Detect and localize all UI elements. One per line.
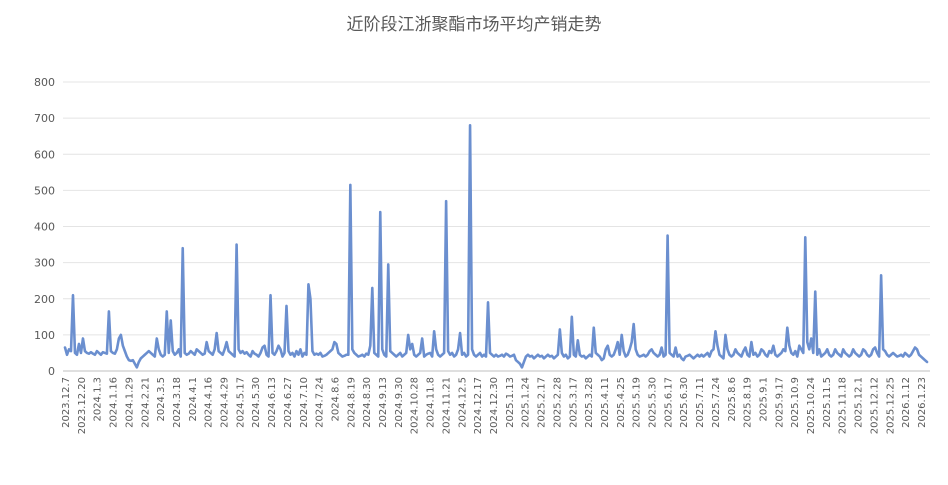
x-tick-label: 2024.4.16 [204, 377, 215, 428]
y-tick-label: 600 [34, 148, 55, 161]
x-tick-label: 2024.8.6 [330, 377, 341, 422]
x-axis-ticks: 2023.12.7 2023.12.20 2024.1.3 2024.1.16 2024… [61, 377, 928, 434]
x-tick-label: 2024.12.5 [457, 377, 468, 428]
x-tick-label: 2024.4.29 [220, 377, 231, 428]
x-tick-label: 2024.10.28 [410, 377, 421, 434]
x-tick-label: 2025.11.18 [838, 377, 849, 434]
x-tick-label: 2024.7.24 [315, 377, 326, 428]
x-tick-label: 2024.5.30 [251, 377, 262, 428]
x-tick-label: 2025.3.17 [568, 377, 579, 428]
x-tick-label: 2024.8.30 [362, 377, 373, 428]
x-tick-label: 2025.12.12 [869, 377, 880, 434]
x-tick-label: 2023.12.7 [61, 377, 72, 428]
series-line-0 [63, 124, 929, 369]
x-tick-label: 2023.12.20 [77, 377, 88, 434]
x-tick-label: 2024.6.13 [267, 377, 278, 428]
x-tick-label: 2024.6.27 [283, 377, 294, 428]
x-tick-label: 2025.7.24 [711, 377, 722, 428]
x-tick-label: 2024.11.8 [426, 377, 437, 428]
x-tick-label: 2025.5.19 [632, 377, 643, 428]
y-tick-label: 700 [34, 112, 55, 125]
x-tick-label: 2025.7.11 [695, 377, 706, 428]
y-axis-ticks: 0 100 200 300 400 500 600 700 800 [34, 76, 55, 378]
x-tick-label: 2025.5.30 [648, 377, 659, 428]
y-tick-label: 500 [34, 184, 55, 197]
x-tick-label: 2024.5.17 [235, 377, 246, 428]
x-tick-label: 2024.2.21 [140, 377, 151, 428]
x-tick-label: 2025.9.1 [758, 377, 769, 422]
x-tick-label: 2024.12.30 [489, 377, 500, 434]
y-tick-label: 0 [48, 365, 55, 378]
x-tick-label: 2025.8.19 [743, 377, 754, 428]
y-tick-label: 800 [34, 76, 55, 89]
x-tick-label: 2025.11.5 [822, 377, 833, 428]
x-tick-label: 2025.8.6 [727, 377, 738, 422]
x-tick-label: 2024.9.13 [378, 377, 389, 428]
x-tick-label: 2024.3.18 [172, 377, 183, 428]
y-tick-label: 400 [34, 221, 55, 234]
x-tick-label: 2024.1.3 [93, 377, 104, 422]
series-layer [63, 124, 929, 369]
x-tick-label: 2024.12.17 [473, 377, 484, 434]
x-tick-label: 2024.7.10 [299, 377, 310, 428]
gridlines [63, 81, 930, 372]
x-tick-label: 2025.10.24 [806, 377, 817, 434]
x-tick-label: 2025.6.17 [663, 377, 674, 428]
x-tick-label: 2024.1.29 [124, 377, 135, 428]
x-tick-label: 2025.1.13 [505, 377, 516, 428]
x-tick-label: 2024.11.21 [441, 377, 452, 434]
x-tick-label: 2024.1.16 [109, 377, 120, 428]
x-tick-label: 2025.4.25 [616, 377, 627, 428]
x-tick-label: 2025.6.30 [679, 377, 690, 428]
x-tick-label: 2026.1.23 [917, 377, 928, 428]
x-tick-label: 2024.8.19 [346, 377, 357, 428]
x-tick-label: 2025.2.28 [552, 377, 563, 428]
x-tick-label: 2025.12.1 [854, 377, 865, 428]
chart-title: 近阶段江浙聚酯市场平均产销走势 [346, 15, 602, 35]
x-tick-label: 2026.1.12 [901, 377, 912, 428]
x-tick-label: 2025.4.11 [600, 377, 611, 428]
y-tick-label: 200 [34, 293, 55, 306]
x-tick-label: 2025.12.25 [885, 377, 896, 434]
x-tick-label: 2025.3.28 [584, 377, 595, 428]
x-tick-label: 2025.9.17 [774, 377, 785, 428]
y-tick-label: 300 [34, 257, 55, 270]
x-tick-label: 2024.4.1 [188, 377, 199, 422]
x-tick-label: 2024.9.30 [394, 377, 405, 428]
x-tick-label: 2025.10.9 [790, 377, 801, 428]
y-tick-label: 100 [34, 329, 55, 342]
x-tick-label: 2025.1.24 [521, 377, 532, 428]
x-tick-label: 2024.3.5 [156, 377, 167, 422]
x-tick-label: 2025.2.17 [537, 377, 548, 428]
